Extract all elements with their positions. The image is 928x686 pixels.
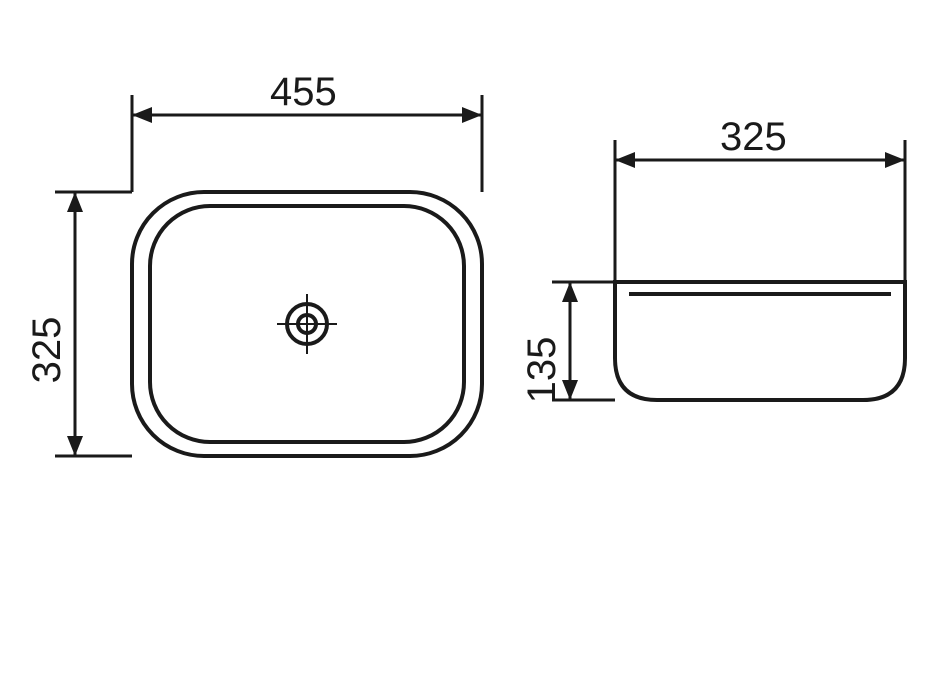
top-height-dim-label: 325 xyxy=(25,317,69,384)
side-height-dim-label: 135 xyxy=(520,337,564,404)
side-width-dim: 325 xyxy=(615,115,905,282)
top-width-dim: 455 xyxy=(132,70,482,192)
basin-profile xyxy=(615,282,905,400)
top-height-dim: 325 xyxy=(25,192,132,456)
top-view xyxy=(132,192,482,456)
top-width-dim-label: 455 xyxy=(270,70,337,114)
side-width-dim-label: 325 xyxy=(720,115,787,159)
side-view xyxy=(615,282,905,400)
technical-drawing: 455 325 325 135 xyxy=(0,0,928,686)
